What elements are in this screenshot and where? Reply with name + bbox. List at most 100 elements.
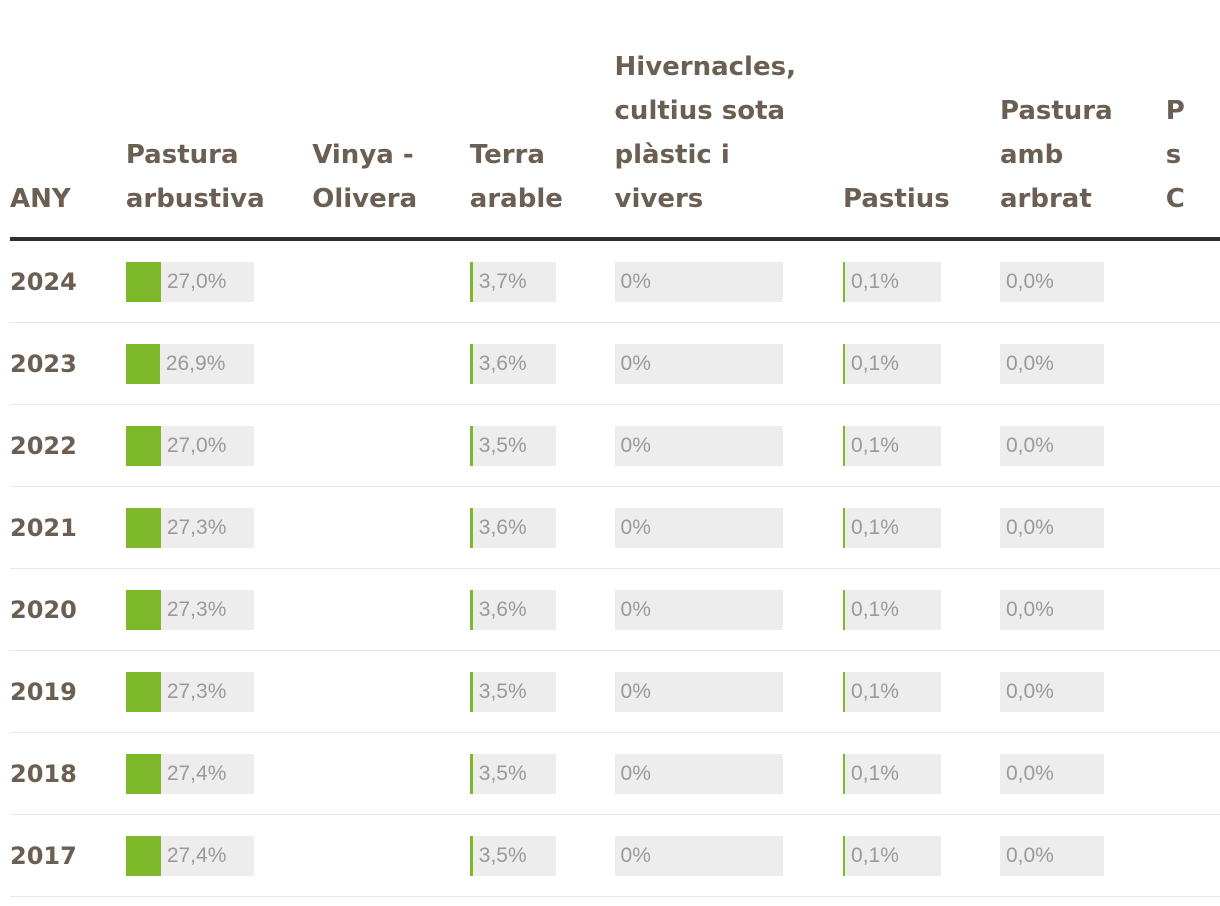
bar-value-label: 27,4%	[166, 843, 227, 867]
bar-fill	[469, 343, 473, 384]
bar-track: 0%	[614, 589, 783, 630]
bar-track: 0,1%	[843, 343, 942, 384]
col-header-cut-off-line: C	[1165, 184, 1185, 214]
cell-terra-arable: 3,5%	[469, 814, 615, 897]
bar-fill	[125, 425, 161, 466]
bar-value-label: 0,0%	[1005, 269, 1054, 293]
bar-fill	[469, 425, 473, 466]
bar-value-label: 3,6%	[478, 351, 527, 375]
col-header-pastius[interactable]: Pastius	[843, 45, 1000, 241]
bar-track: 0,1%	[843, 425, 942, 466]
cell-vinya-olivera	[312, 322, 470, 405]
bar-track: 3,7%	[469, 261, 556, 302]
cell-vinya-olivera	[312, 404, 470, 487]
cell-cut-off	[1165, 814, 1220, 897]
bar-value-label: 0,0%	[1005, 679, 1054, 703]
bar-value-label: 0%	[620, 433, 651, 457]
bar-fill	[125, 343, 160, 384]
bar-value-label: 0,0%	[1005, 351, 1054, 375]
year-cell: 2024	[10, 239, 126, 323]
year-cell: 2020	[10, 568, 126, 651]
cell-hivernacles: 0%	[614, 486, 844, 569]
cell-pastura-arbustiva: 27,4%	[125, 732, 313, 815]
cell-hivernacles: 0%	[614, 650, 844, 733]
bar-value-label: 0,1%	[851, 761, 899, 785]
year-cell: 2023	[10, 322, 126, 405]
bar-track: 27,4%	[125, 753, 254, 794]
bar-fill	[125, 261, 161, 302]
cell-vinya-olivera	[312, 650, 470, 733]
cell-terra-arable: 3,5%	[469, 732, 615, 815]
bar-value-label: 0,1%	[851, 597, 899, 621]
cell-pastius: 0,1%	[843, 239, 1000, 323]
cell-pastura-arbustiva: 27,3%	[125, 568, 313, 651]
bar-value-label: 27,3%	[166, 679, 227, 703]
bar-value-label: 27,0%	[166, 269, 227, 293]
bar-fill	[125, 753, 161, 794]
year-cell: 2021	[10, 486, 126, 569]
bar-fill	[469, 835, 473, 876]
cell-vinya-olivera	[312, 486, 470, 569]
col-header-hivernacles[interactable]: Hivernacles, cultius sota plàstic i vive…	[614, 45, 844, 241]
col-header-cut-off-line: s	[1165, 140, 1182, 170]
cell-pastius: 0,1%	[843, 650, 1000, 733]
cell-pastura-arbustiva: 26,9%	[125, 322, 313, 405]
cell-pastura-arbrat: 0,0%	[999, 650, 1166, 733]
bar-track: 0,0%	[999, 589, 1104, 630]
col-header-pastura-arbrat[interactable]: Pastura amb arbrat	[999, 45, 1166, 241]
cell-pastius: 0,1%	[843, 568, 1000, 651]
col-header-pastura-arbustiva[interactable]: Pastura arbustiva	[125, 45, 313, 241]
bar-track: 0,0%	[999, 261, 1104, 302]
cell-pastura-arbustiva: 27,3%	[125, 486, 313, 569]
col-header-vinya-olivera[interactable]: Vinya - Olivera	[312, 45, 470, 241]
bar-value-label: 0,1%	[851, 515, 899, 539]
bar-value-label: 0%	[620, 679, 651, 703]
bar-fill	[125, 589, 161, 630]
land-use-table: ANY Pastura arbustiva Vinya - Olivera Te…	[10, 45, 1220, 897]
bar-fill	[125, 507, 161, 548]
bar-value-label: 0,0%	[1005, 843, 1054, 867]
col-header-year[interactable]: ANY	[10, 45, 126, 241]
table-row: 2021 27,3% 3,6% 0% 0,1% 0,0%	[10, 486, 1220, 569]
cell-cut-off	[1165, 568, 1220, 651]
bar-track: 0,0%	[999, 753, 1104, 794]
cell-vinya-olivera	[312, 568, 470, 651]
bar-track: 3,6%	[469, 507, 556, 548]
bar-track: 27,3%	[125, 589, 254, 630]
cell-pastura-arbrat: 0,0%	[999, 568, 1166, 651]
bar-fill	[469, 671, 473, 712]
bar-fill	[843, 343, 846, 384]
cell-hivernacles: 0%	[614, 814, 844, 897]
bar-track: 27,0%	[125, 261, 254, 302]
bar-track: 0,0%	[999, 835, 1104, 876]
bar-value-label: 0,1%	[851, 433, 899, 457]
col-header-terra-arable[interactable]: Terra arable	[469, 45, 615, 241]
cell-pastura-arbrat: 0,0%	[999, 486, 1166, 569]
bar-fill	[843, 507, 846, 548]
table-row: 2020 27,3% 3,6% 0% 0,1% 0,0%	[10, 568, 1220, 651]
bar-value-label: 0,1%	[851, 269, 899, 293]
year-cell: 2017	[10, 814, 126, 897]
bar-track: 0%	[614, 671, 783, 712]
cell-pastura-arbrat: 0,0%	[999, 239, 1166, 323]
bar-value-label: 27,3%	[166, 515, 227, 539]
col-header-cut-off-line: P	[1165, 96, 1185, 126]
bar-track: 3,5%	[469, 753, 556, 794]
bar-track: 27,0%	[125, 425, 254, 466]
bar-track: 3,5%	[469, 835, 556, 876]
bar-value-label: 0%	[620, 351, 651, 375]
bar-value-label: 0%	[620, 843, 651, 867]
bar-value-label: 3,6%	[478, 515, 527, 539]
cell-pastius: 0,1%	[843, 814, 1000, 897]
bar-track: 0,1%	[843, 753, 942, 794]
table-row: 2018 27,4% 3,5% 0% 0,1% 0,0%	[10, 732, 1220, 815]
cell-pastius: 0,1%	[843, 732, 1000, 815]
bar-value-label: 3,5%	[478, 761, 527, 785]
bar-value-label: 0%	[620, 269, 651, 293]
cell-pastura-arbrat: 0,0%	[999, 732, 1166, 815]
cell-cut-off	[1165, 404, 1220, 487]
bar-track: 0,1%	[843, 671, 942, 712]
bar-track: 0%	[614, 425, 783, 466]
table-row: 2017 27,4% 3,5% 0% 0,1% 0,0%	[10, 814, 1220, 897]
